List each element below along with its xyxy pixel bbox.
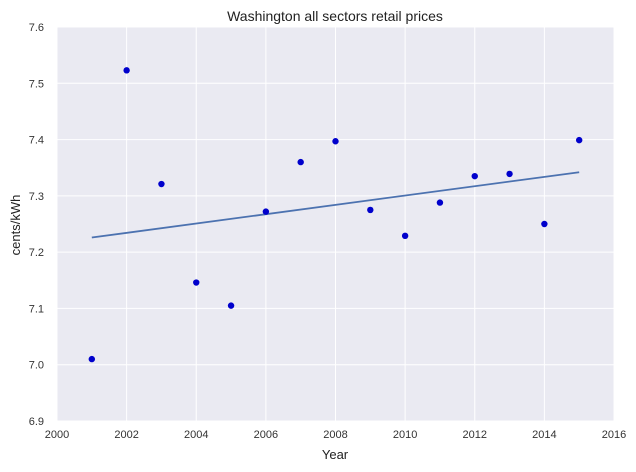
x-tick-label: 2016 [602, 429, 626, 441]
data-point [193, 279, 200, 286]
x-tick-label: 2002 [114, 429, 138, 441]
x-tick-label: 2012 [463, 429, 487, 441]
x-tick-label: 2008 [323, 429, 347, 441]
y-tick-label: 7.0 [29, 360, 44, 372]
data-point [158, 180, 165, 188]
y-tick-label: 7.4 [29, 135, 44, 147]
trend-lines [91, 171, 580, 239]
data-point [506, 170, 513, 178]
data-point [227, 302, 235, 309]
data-point [401, 232, 409, 240]
y-axis-label: cents/kWh [8, 195, 23, 256]
data-point [332, 138, 339, 145]
x-axis: 2000 2002 2004 2006 2008 2010 2012 2014 2016 [45, 429, 626, 441]
trend-line [91, 171, 580, 239]
x-tick-label: 2014 [532, 429, 556, 441]
x-tick-label: 2006 [254, 429, 278, 441]
x-tick-label: 2010 [393, 429, 417, 441]
data-point [436, 199, 444, 206]
data-point [262, 208, 270, 215]
data-point [367, 206, 374, 214]
x-axis-label: Year [322, 447, 349, 462]
y-tick-label: 7.5 [29, 78, 44, 90]
y-tick-label: 6.9 [29, 416, 44, 428]
y-tick-label: 7.6 [29, 22, 44, 34]
data-point [575, 136, 583, 144]
data-point [123, 67, 130, 74]
y-tick-label: 7.2 [29, 247, 44, 259]
data-point [297, 158, 304, 166]
x-tick-label: 2000 [45, 429, 69, 441]
x-tick-label: 2004 [184, 429, 208, 441]
y-tick-label: 7.3 [29, 191, 44, 203]
data-point [88, 355, 96, 363]
y-tick-label: 7.1 [29, 303, 44, 315]
data-point [541, 220, 548, 228]
data-points [88, 67, 583, 363]
y-axis: 6.9 7.0 7.1 7.2 7.3 7.4 7.5 7.6 [29, 22, 44, 428]
data-point [471, 172, 478, 180]
chart-title: Washington all sectors retail prices [227, 8, 443, 24]
